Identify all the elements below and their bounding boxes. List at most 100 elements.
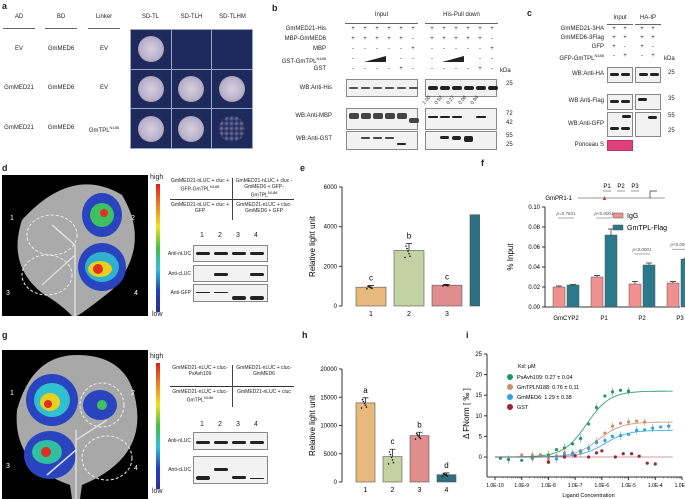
significance-letter: c xyxy=(369,274,373,283)
symbol: + xyxy=(399,36,403,42)
x-tick-label: 1.0E-6 xyxy=(594,483,609,489)
significance-letter: d xyxy=(444,461,448,470)
band xyxy=(610,73,619,76)
site-label: P3 xyxy=(631,184,639,190)
legend-marker xyxy=(507,394,513,400)
y-tick-label: 2000 xyxy=(324,264,338,270)
bar xyxy=(393,250,425,307)
table-divider xyxy=(232,365,233,407)
band xyxy=(452,116,462,118)
colorbar-low: low xyxy=(152,311,163,318)
data-point xyxy=(613,455,617,459)
superscript: N188 xyxy=(109,125,120,130)
fit-curve xyxy=(495,429,673,458)
data-point xyxy=(363,402,366,405)
data-point xyxy=(643,428,647,432)
blot-input-gst xyxy=(346,131,418,150)
data-point xyxy=(416,433,419,436)
symbol: - xyxy=(431,46,433,52)
plate-cell xyxy=(211,29,253,70)
marker: 35 xyxy=(668,96,675,102)
yeast-colony-sparse xyxy=(219,115,246,142)
band xyxy=(250,252,264,255)
y-axis-label: % Input xyxy=(506,243,515,271)
data-point xyxy=(498,456,503,460)
panel-label-h: h xyxy=(302,330,308,340)
y-tick-label: 15000 xyxy=(320,395,337,401)
row-cell: GmMED6 xyxy=(47,85,75,91)
blot xyxy=(193,265,268,282)
symbol: - xyxy=(624,44,626,50)
data-point xyxy=(587,422,591,426)
bar xyxy=(628,283,642,308)
band xyxy=(232,252,246,255)
yeast-colony xyxy=(137,115,164,142)
wb-label: Ponceau S xyxy=(574,141,604,148)
error-bar xyxy=(556,285,562,287)
data-point xyxy=(653,462,657,466)
row-label: MBP xyxy=(312,46,326,52)
symbol: + xyxy=(351,36,355,42)
significance-letter: c xyxy=(391,437,395,446)
marker: 25 xyxy=(668,70,675,76)
error-bar xyxy=(416,431,423,436)
wb-anti-mbp: WB:Anti-MBP xyxy=(295,113,332,119)
colorbar-high: high xyxy=(150,174,164,181)
data-point xyxy=(407,250,409,252)
data-point xyxy=(618,421,623,425)
plate-cell xyxy=(130,29,172,70)
header-ad: AD xyxy=(14,14,24,20)
band xyxy=(650,73,659,76)
chart-i-mst: 0 5 10 15 20 25 1.0E-10 1.0E-9 1.0E-8 1.0E-7 1.0E-… xyxy=(462,352,685,499)
leaf-spot-number: 1 xyxy=(10,215,14,222)
data-point xyxy=(578,449,583,453)
row-cell: EV xyxy=(99,46,108,52)
blot-label: Anti-cLUC xyxy=(168,467,191,473)
data-point xyxy=(388,451,391,453)
symbol: - xyxy=(352,46,354,52)
panel-label-c: c xyxy=(527,8,533,18)
symbol: - xyxy=(364,66,366,72)
site-label: P1 xyxy=(603,184,611,190)
x-tick-label: 1.0E-3 xyxy=(675,483,685,489)
lane-number: 3 xyxy=(236,232,240,239)
wb-label: WB:Anti-GFP xyxy=(567,120,604,127)
band xyxy=(397,143,406,145)
band xyxy=(440,136,449,139)
data-point xyxy=(390,456,393,459)
data-point xyxy=(562,455,567,459)
y-tick-label: 5000 xyxy=(324,452,338,458)
data-point xyxy=(594,440,599,445)
band xyxy=(361,137,370,139)
panel-label-f: f xyxy=(481,158,484,168)
legend-title: Kd: μM xyxy=(518,364,536,370)
y-tick-label: 0.04 xyxy=(528,265,540,271)
symbol: - xyxy=(352,66,354,72)
tss-arrow-icon xyxy=(649,190,657,198)
band xyxy=(232,476,246,479)
x-tick-label: P1 xyxy=(600,316,608,322)
p-value: p<0.0001 xyxy=(632,247,652,252)
y-tick-label: 0 xyxy=(334,304,338,310)
band xyxy=(452,136,461,140)
blot-ip xyxy=(635,94,661,110)
symbol: + xyxy=(375,26,379,32)
binding-site-icon xyxy=(603,196,606,200)
symbol: + xyxy=(651,35,655,41)
y-tick-label: 10000 xyxy=(320,424,337,430)
error-bar xyxy=(646,262,652,265)
bar xyxy=(382,456,403,483)
bar xyxy=(666,282,680,308)
blot xyxy=(193,432,268,450)
row-label: GST-GmTPLN188 xyxy=(281,56,326,65)
symbol: + xyxy=(478,66,482,72)
kda-label: kDa xyxy=(664,56,675,62)
x-tick-label: 1.0E-8 xyxy=(541,483,556,489)
symbol: + xyxy=(478,26,482,32)
symbol: + xyxy=(651,53,655,59)
blot xyxy=(193,245,268,262)
legend-label: GmMED6: 1.29 ± 0.38 xyxy=(517,395,572,401)
symbol: - xyxy=(412,36,414,42)
symbol: + xyxy=(466,26,470,32)
plate-cell xyxy=(211,68,253,110)
